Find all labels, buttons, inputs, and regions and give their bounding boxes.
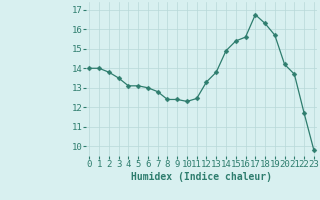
X-axis label: Humidex (Indice chaleur): Humidex (Indice chaleur) (131, 172, 272, 182)
